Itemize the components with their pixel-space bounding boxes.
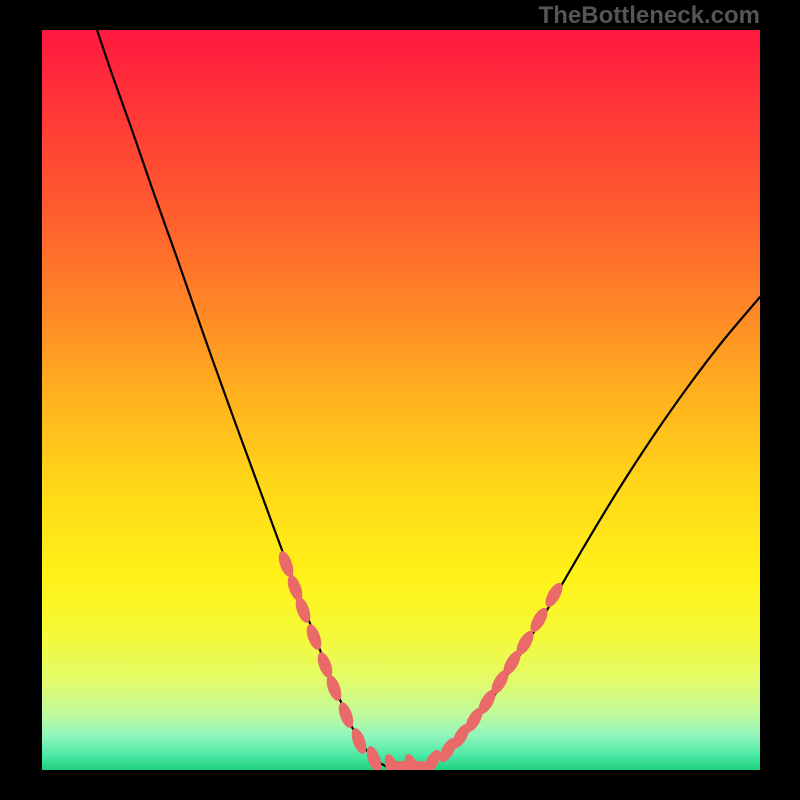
plot-svg bbox=[42, 30, 760, 770]
watermark-text: TheBottleneck.com bbox=[539, 2, 760, 30]
plot-area bbox=[42, 30, 760, 770]
chart-root: TheBottleneck.com bbox=[0, 0, 800, 800]
gradient-background bbox=[42, 30, 760, 770]
